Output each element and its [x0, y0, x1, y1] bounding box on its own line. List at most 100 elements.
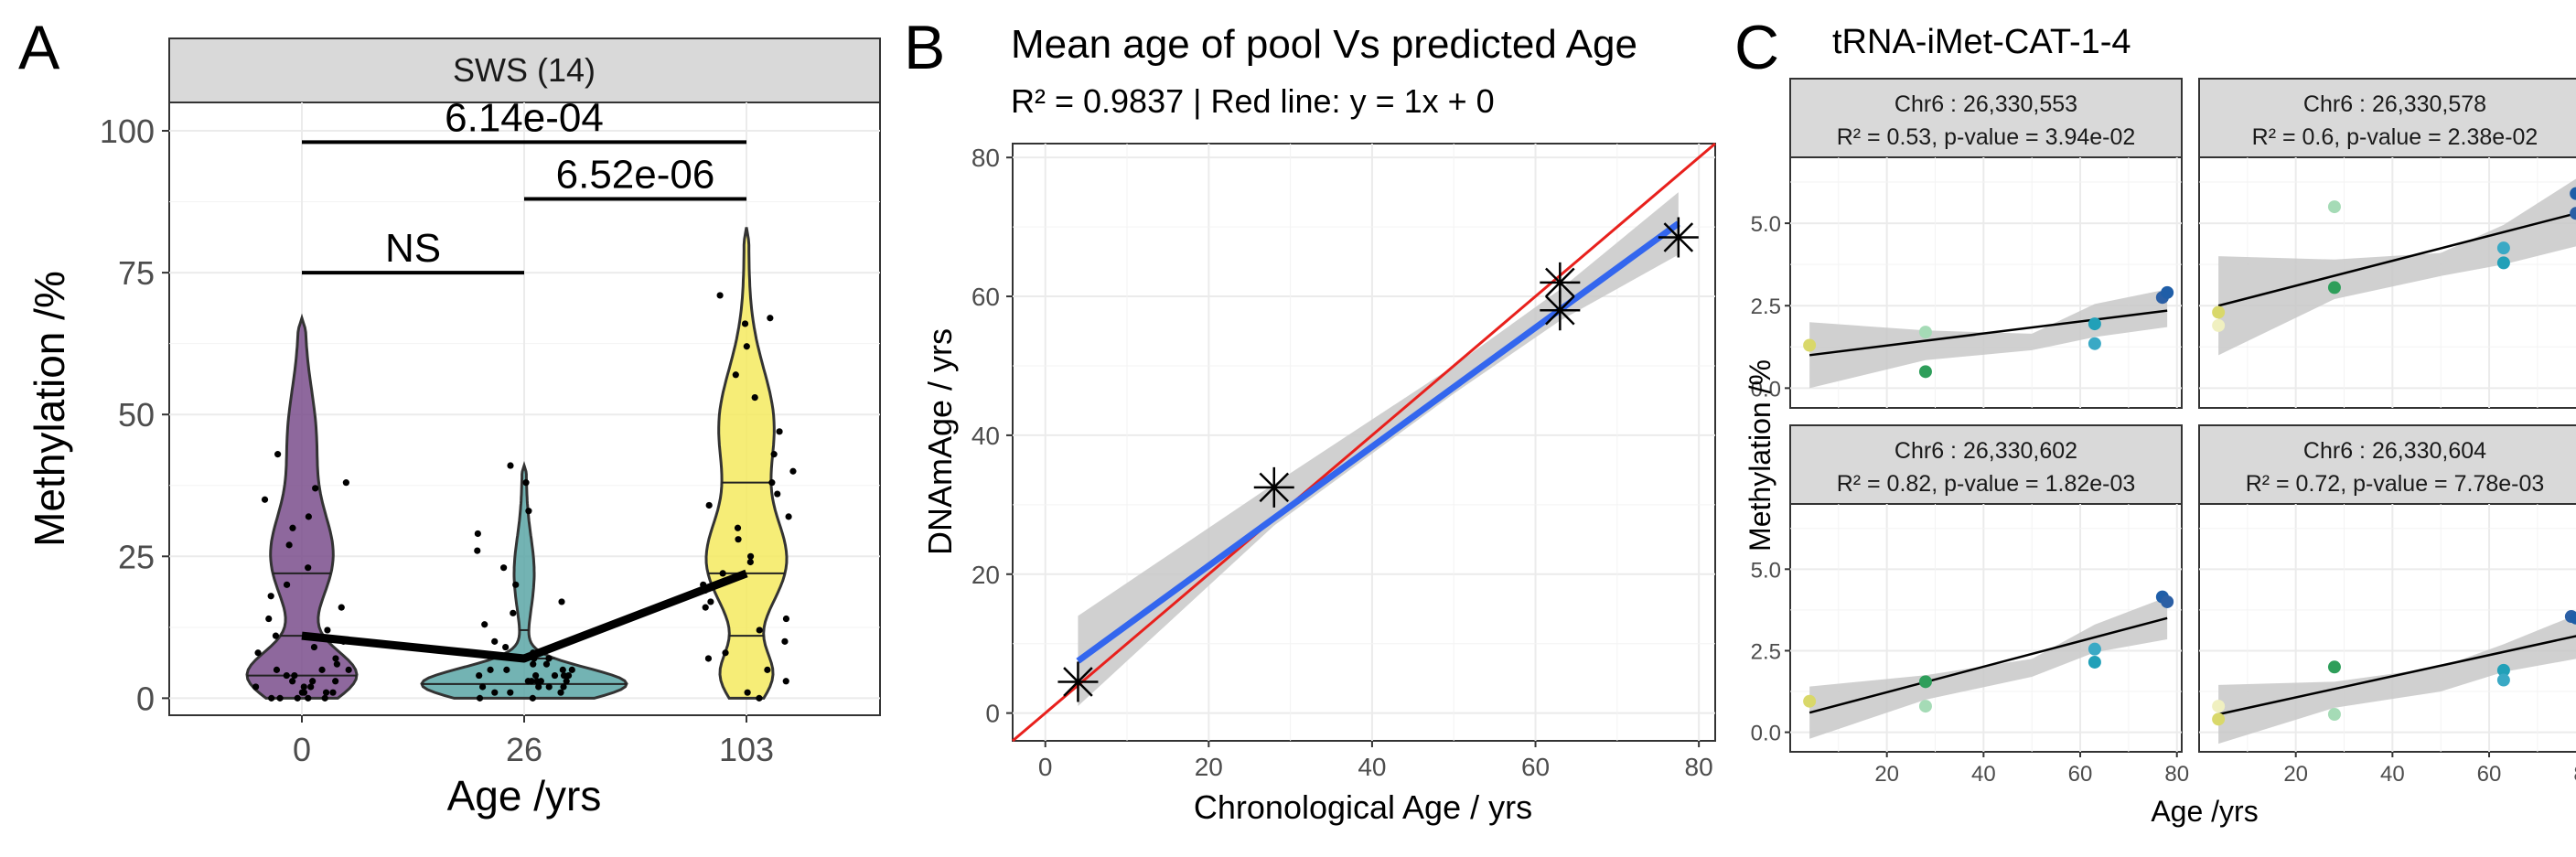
facet-point: [2570, 207, 2576, 220]
jitter-point: [732, 371, 739, 379]
annotation-p-26-vs-103: 6.52e-06: [556, 152, 715, 197]
identity-line-path: [1012, 142, 1716, 743]
x-tick-label: 60: [1521, 753, 1550, 781]
y-tick-label: 0.0: [1751, 377, 1781, 402]
point-stroke: [1663, 222, 1694, 252]
jitter-point: [289, 678, 296, 685]
jitter-point: [568, 666, 575, 673]
facet-point: [2212, 712, 2226, 726]
panel-c-y-axis-label: Methylation /%: [1744, 359, 1776, 552]
jitter-point: [563, 678, 570, 685]
x-tick-label: 20: [2283, 762, 2308, 787]
jitter-point: [768, 479, 776, 487]
point-stroke: [1259, 472, 1290, 503]
confidence-band: [1078, 192, 1679, 707]
jitter-point: [704, 655, 713, 662]
facet-point: [2496, 673, 2510, 687]
facet-point: [2212, 318, 2226, 332]
jitter-point: [478, 683, 487, 691]
panel-a-x-axis-label: Age /yrs: [447, 772, 602, 820]
facet-point: [1918, 675, 1932, 689]
y-tick-label: 100: [100, 112, 155, 150]
jitter-point: [503, 666, 510, 673]
y-tick-label: 0: [985, 700, 1000, 728]
facet-confidence-band: [2218, 178, 2576, 356]
panel-letter-a: A: [18, 13, 60, 82]
jitter-point: [545, 683, 553, 691]
jitter-point: [735, 536, 742, 543]
jitter-point: [329, 689, 337, 696]
facet-strip-stats: R² = 0.72, p-value = 7.78e-03: [2246, 471, 2545, 497]
jitter-point: [525, 508, 532, 515]
jitter-point: [782, 615, 790, 623]
x-tick-label: 60: [2068, 762, 2093, 787]
y-tick-label: 25: [118, 538, 155, 575]
confidence-band-area: [1078, 192, 1679, 707]
facet-strip: [2198, 78, 2576, 158]
facet-fit-line: [2217, 635, 2576, 716]
facet-point: [1918, 326, 1932, 339]
x-tick-label: 40: [2380, 762, 2405, 787]
strip-sws: [168, 37, 881, 103]
jitter-point: [532, 671, 540, 680]
jitter-point: [332, 678, 339, 685]
jitter-point: [491, 689, 499, 696]
jitter-point: [530, 660, 537, 668]
jitter-point: [305, 694, 312, 702]
jitter-point: [274, 451, 282, 458]
jitter-point: [332, 655, 339, 662]
jitter-point: [716, 292, 724, 299]
facet-point: [2088, 642, 2101, 656]
facet-point: [2088, 317, 2101, 331]
jitter-point: [285, 541, 293, 549]
facet-point: [1803, 338, 1817, 352]
facet-2: Chr6 : 26,330,578 R² = 0.6, p-value = 2.3…: [2198, 78, 2576, 409]
facet-point: [1918, 365, 1932, 379]
jitter-point: [756, 694, 763, 702]
facet-confidence-band: [1809, 289, 2168, 389]
jitter-point: [702, 604, 709, 611]
jitter-point: [500, 564, 508, 572]
facet-strip-stats: R² = 0.53, p-value = 3.94e-02: [1837, 124, 2136, 150]
pool-point: [1057, 661, 1099, 702]
jitter-point: [756, 627, 763, 634]
pool-points: [1057, 217, 1699, 702]
jitter-point: [559, 666, 566, 673]
violin-26: [420, 460, 628, 700]
jitter-point: [545, 655, 553, 662]
jitter-point: [312, 485, 319, 492]
y-tick-label: 80: [971, 144, 1000, 172]
panel-a-axes: 0 25 50 75 100 0 26 103: [100, 112, 774, 768]
jitter-point: [333, 660, 340, 668]
panel-b: B Mean age of pool Vs predicted Age R² =…: [904, 13, 1716, 826]
x-tick-label: 40: [1358, 753, 1386, 781]
jitter-point: [481, 621, 488, 628]
jitter-point: [564, 671, 573, 680]
jitter-point: [265, 615, 273, 623]
identity-line: [1012, 142, 1716, 743]
facet-3: Chr6 : 26,330,602 R² = 0.82, p-value = 1.…: [1751, 424, 2189, 787]
facet-1: Chr6 : 26,330,553 R² = 0.53, p-value = 3.…: [1751, 78, 2183, 409]
jitter-point: [776, 428, 783, 435]
panel-a-y-axis-label: Methylation /%: [26, 271, 73, 547]
jitter-point: [557, 689, 564, 696]
jitter-point: [345, 666, 352, 673]
facet-grid: Chr6 : 26,330,553 R² = 0.53, p-value = 3.…: [1751, 78, 2576, 787]
panel-c-x-axis-label: Age /yrs: [2151, 795, 2258, 828]
jitter-point: [789, 467, 797, 475]
y-tick-label: 5.0: [1751, 212, 1781, 237]
pool-point: [1658, 217, 1699, 258]
fit-line-path: [1076, 220, 1680, 664]
y-tick-label: 2.5: [1751, 639, 1781, 664]
jitter-point: [767, 315, 774, 322]
pool-point: [1540, 290, 1581, 331]
facet-point: [2327, 707, 2341, 721]
jitter-point: [535, 683, 542, 691]
facet-confidence-band: [2218, 615, 2576, 745]
x-tick-label: 40: [1971, 762, 1996, 787]
jitter-point: [283, 671, 290, 680]
jitter-point: [476, 671, 483, 680]
facet-point: [2327, 660, 2341, 674]
facet-strip: [2198, 424, 2576, 505]
facet-point: [2327, 281, 2341, 295]
